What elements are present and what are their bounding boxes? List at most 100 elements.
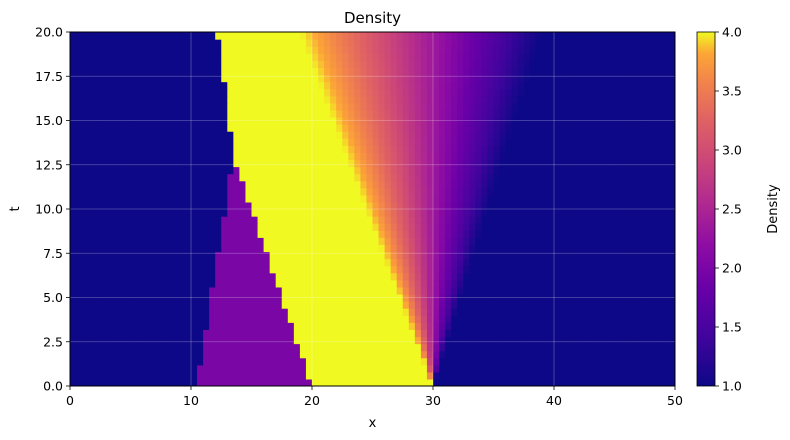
heatmap-cell (584, 67, 591, 76)
heatmap-cell (445, 286, 452, 295)
heatmap-cell (511, 32, 519, 40)
heatmap-cell (560, 251, 567, 260)
heatmap-cell (554, 216, 561, 224)
heatmap-cell (608, 258, 616, 267)
heatmap-cell (493, 46, 501, 54)
heatmap-cell (178, 39, 186, 47)
heatmap-cell (82, 194, 89, 203)
heatmap-cell (529, 272, 537, 281)
heatmap-cell (257, 286, 265, 295)
heatmap-cell (251, 145, 259, 153)
heatmap-cell (566, 180, 573, 189)
heatmap-cell (184, 60, 192, 68)
heatmap-cell (414, 53, 422, 61)
heatmap-cell (312, 109, 319, 118)
heatmap-cell (511, 95, 519, 104)
heatmap-cell (505, 201, 513, 210)
heatmap-cell (366, 180, 374, 189)
heatmap-cell (584, 102, 591, 111)
heatmap-cell (632, 258, 640, 267)
heatmap-cell (420, 173, 428, 182)
heatmap-cell (668, 102, 675, 111)
heatmap-cell (124, 343, 132, 352)
heatmap-cell (221, 46, 228, 54)
heatmap-cell (469, 159, 476, 168)
heatmap-cell (336, 145, 343, 153)
heatmap-cell (203, 272, 210, 281)
heatmap-cell (668, 223, 675, 231)
heatmap-cell (632, 102, 640, 111)
heatmap-cell (299, 95, 307, 104)
heatmap-cell (402, 308, 410, 316)
heatmap-cell (578, 279, 585, 288)
heatmap-cell (330, 201, 337, 210)
heatmap-cell (566, 301, 573, 309)
heatmap-cell (360, 301, 368, 309)
heatmap-cell (360, 152, 368, 161)
heatmap-cell (293, 237, 301, 245)
heatmap-cell (324, 230, 331, 238)
heatmap-cell (360, 39, 368, 47)
heatmap-cell (523, 88, 531, 97)
heatmap-cell (305, 173, 313, 182)
heatmap-cell (227, 272, 234, 281)
heatmap-cell (547, 265, 555, 274)
heatmap-cell (227, 315, 234, 323)
heatmap-cell (154, 364, 162, 373)
heatmap-cell (318, 322, 325, 330)
heatmap-cell (287, 102, 295, 111)
heatmap-cell (638, 116, 646, 125)
heatmap-cell (487, 116, 495, 125)
heatmap-cell (136, 194, 144, 203)
heatmap-cell (342, 124, 349, 132)
heatmap-cell (426, 315, 434, 323)
heatmap-cell (166, 244, 174, 253)
heatmap-cell (505, 74, 513, 83)
heatmap-cell (269, 138, 277, 146)
heatmap-cell (668, 230, 675, 238)
heatmap-cell (136, 180, 144, 189)
heatmap-cell (70, 322, 77, 330)
heatmap-cell (94, 39, 101, 47)
heatmap-cell (572, 301, 579, 309)
heatmap-cell (160, 308, 168, 316)
heatmap-cell (475, 371, 482, 380)
heatmap-cell (638, 166, 646, 175)
heatmap-cell (82, 138, 89, 146)
heatmap-cell (523, 53, 531, 61)
heatmap-cell (626, 336, 634, 345)
heatmap-cell (505, 378, 513, 386)
heatmap-cell (390, 102, 398, 111)
heatmap-cell (614, 109, 622, 118)
heatmap-cell (572, 378, 579, 386)
heatmap-cell (414, 343, 422, 352)
heatmap-cell (94, 60, 101, 68)
heatmap-cell (239, 32, 247, 40)
heatmap-cell (269, 308, 277, 316)
heatmap-cell (166, 378, 174, 386)
heatmap-cell (100, 308, 107, 316)
heatmap-cell (420, 279, 428, 288)
heatmap-cell (342, 350, 349, 359)
heatmap-cell (269, 95, 277, 104)
heatmap-cell (257, 308, 265, 316)
heatmap-cell (426, 173, 434, 182)
heatmap-cell (662, 116, 670, 125)
heatmap-cell (590, 152, 597, 161)
heatmap-cell (318, 371, 325, 380)
heatmap-cell (172, 81, 180, 90)
heatmap-cell (76, 166, 83, 175)
heatmap-cell (384, 88, 392, 97)
heatmap-cell (118, 279, 126, 288)
heatmap-cell (499, 81, 507, 90)
heatmap-cell (88, 67, 95, 76)
heatmap-cell (396, 95, 404, 104)
heatmap-cell (360, 53, 368, 61)
heatmap-cell (505, 357, 513, 366)
heatmap-cell (287, 88, 295, 97)
heatmap-cell (662, 244, 670, 253)
heatmap-cell (94, 371, 101, 380)
heatmap-cell (408, 194, 416, 203)
heatmap-cell (281, 258, 289, 267)
heatmap-cell (227, 152, 234, 161)
